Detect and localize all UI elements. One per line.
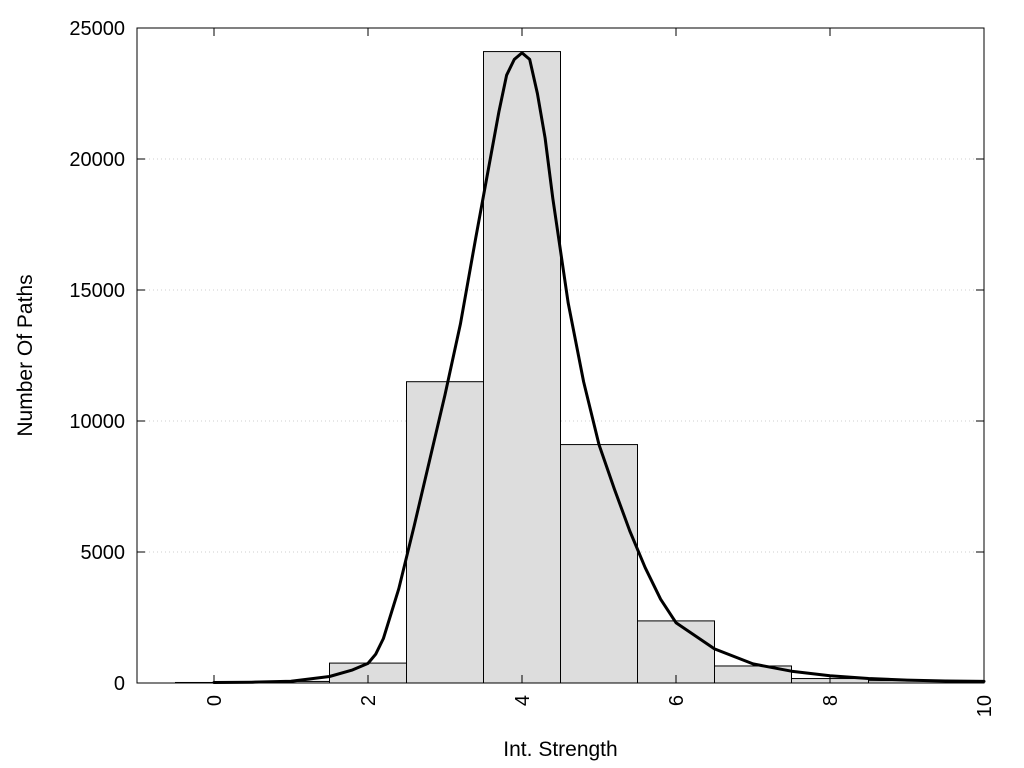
x-tick-label: 8 — [820, 695, 842, 706]
x-tick-label: 6 — [666, 695, 688, 706]
histogram-bar — [560, 444, 638, 684]
histogram-bar — [406, 381, 484, 684]
fit-curve-line — [212, 51, 986, 684]
x-axis-ticks: 0 2 4 6 8 10 — [204, 28, 996, 717]
x-tick-label: 10 — [974, 695, 996, 717]
y-tick-label: 10000 — [69, 411, 125, 433]
y-tick-label: 0 — [114, 673, 125, 695]
y-tick-label: 25000 — [69, 18, 125, 40]
x-tick-label: 4 — [512, 695, 534, 706]
fit-curve-layer — [212, 51, 986, 684]
x-axis-title: Int. Strength — [503, 738, 617, 761]
plot-frame — [136, 27, 985, 684]
x-tick-label: 0 — [204, 695, 226, 706]
y-tick-label: 5000 — [81, 542, 126, 564]
histogram-bar — [483, 51, 561, 684]
histogram-bar — [637, 620, 715, 684]
y-tick-label: 20000 — [69, 149, 125, 171]
x-tick-label: 2 — [358, 695, 380, 706]
histogram-bars — [175, 51, 985, 684]
y-axis-title: Number Of Paths — [14, 274, 37, 436]
y-axis-ticks: 0 5000 10000 15000 20000 25000 — [69, 18, 984, 695]
y-tick-label: 15000 — [69, 280, 125, 302]
